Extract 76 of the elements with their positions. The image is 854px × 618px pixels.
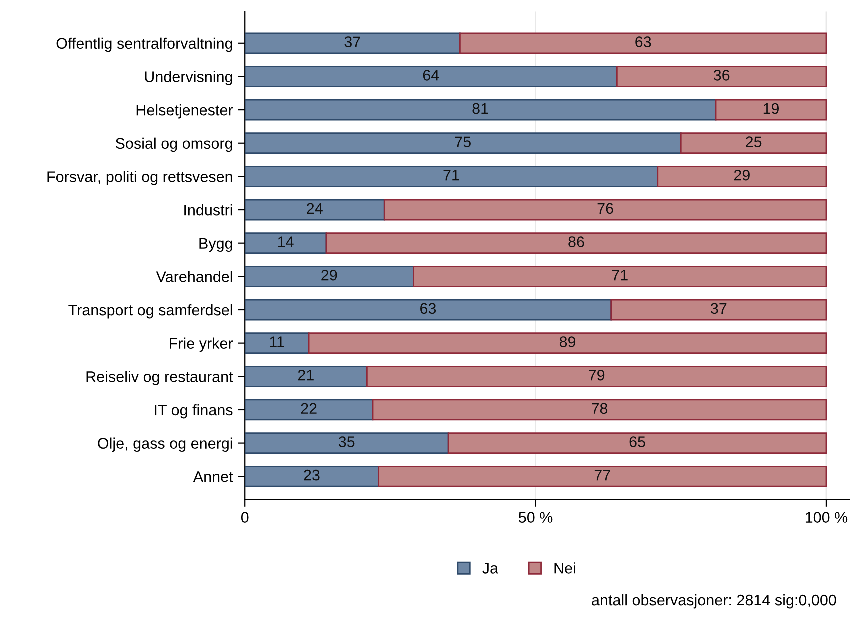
data-label: 36: [714, 70, 730, 81]
legend-label: Ja: [482, 563, 499, 574]
bar: [245, 332, 310, 354]
bar: [245, 299, 612, 321]
y-tick-label: Transport og samferdsel: [68, 304, 232, 319]
data-label: 76: [598, 203, 614, 214]
y-tick-label: Olje, gass og energi: [98, 438, 232, 452]
x-tick-label: 0: [241, 512, 249, 523]
data-label: 37: [344, 36, 360, 48]
y-tick-label: Helsetjenester: [136, 104, 234, 119]
bar: [245, 166, 659, 188]
y-tick-label: Offentlig sentralforvaltning: [56, 38, 232, 52]
data-label: 63: [636, 36, 652, 48]
data-label: 21: [298, 370, 314, 381]
x-tick-label: 100 %: [806, 512, 848, 523]
bar: [610, 299, 828, 321]
bar: [326, 232, 828, 254]
bar: [372, 399, 828, 421]
x-tick-label: 50 %: [518, 512, 553, 523]
data-label: 65: [630, 436, 646, 448]
bar: [245, 232, 328, 254]
data-label: 77: [594, 470, 610, 481]
data-label: 19: [764, 103, 780, 114]
bar: [308, 332, 828, 354]
legend-label: Nei: [554, 562, 576, 574]
bar: [245, 266, 414, 288]
data-label: 14: [278, 236, 294, 248]
y-tick-label: Forsvar, politi og rettsvesen: [48, 171, 232, 186]
y-tick-label: Sosial og omsorg: [116, 138, 232, 152]
y-tick-label: Bygg: [200, 238, 232, 252]
data-label: 78: [592, 403, 608, 414]
data-label: 35: [338, 436, 355, 448]
bar: [245, 432, 450, 454]
bar: [245, 399, 374, 421]
bar: [245, 199, 386, 221]
data-label: 89: [560, 336, 576, 348]
bar: [384, 199, 828, 221]
y-tick-label: Undervisning: [145, 71, 232, 86]
data-label: 22: [301, 403, 317, 414]
bar: [460, 32, 828, 54]
bar: [680, 132, 828, 154]
y-tick-label: IT og finans: [155, 404, 233, 419]
bar: [413, 266, 828, 288]
data-label: 71: [444, 170, 460, 181]
bar: [366, 366, 828, 388]
bar: [657, 166, 828, 188]
data-label: 11: [270, 336, 284, 348]
data-label: 25: [746, 136, 762, 148]
y-tick-label: Annet: [193, 472, 234, 482]
data-label: 75: [455, 136, 471, 148]
data-label: 23: [304, 470, 320, 481]
data-label: 29: [322, 270, 338, 281]
data-label: 86: [568, 236, 584, 248]
bar: [616, 66, 828, 88]
y-tick-label: Industri: [184, 204, 232, 216]
data-label: 63: [420, 303, 436, 314]
y-tick-label: Reiseliv og restaurant: [86, 371, 234, 386]
data-label: 64: [423, 70, 440, 81]
bar: [245, 32, 461, 54]
y-tick-label: Varehandel: [156, 271, 232, 282]
bar: [245, 132, 682, 154]
text: antall observasjoner: 2814 sig:0,000: [592, 594, 836, 609]
bar: [245, 466, 380, 488]
data-label: 81: [472, 103, 488, 114]
data-label: 29: [734, 170, 750, 181]
bar: [715, 99, 828, 121]
bar: [378, 466, 828, 488]
bar: [448, 432, 828, 454]
bar: [245, 366, 368, 388]
data-label: 79: [589, 370, 605, 381]
y-tick-label: Frie yrker: [170, 338, 234, 352]
data-label: 37: [711, 303, 727, 314]
data-label: 24: [307, 203, 323, 214]
data-label: 71: [612, 270, 628, 281]
bar: [245, 66, 618, 88]
bar: [245, 99, 717, 121]
